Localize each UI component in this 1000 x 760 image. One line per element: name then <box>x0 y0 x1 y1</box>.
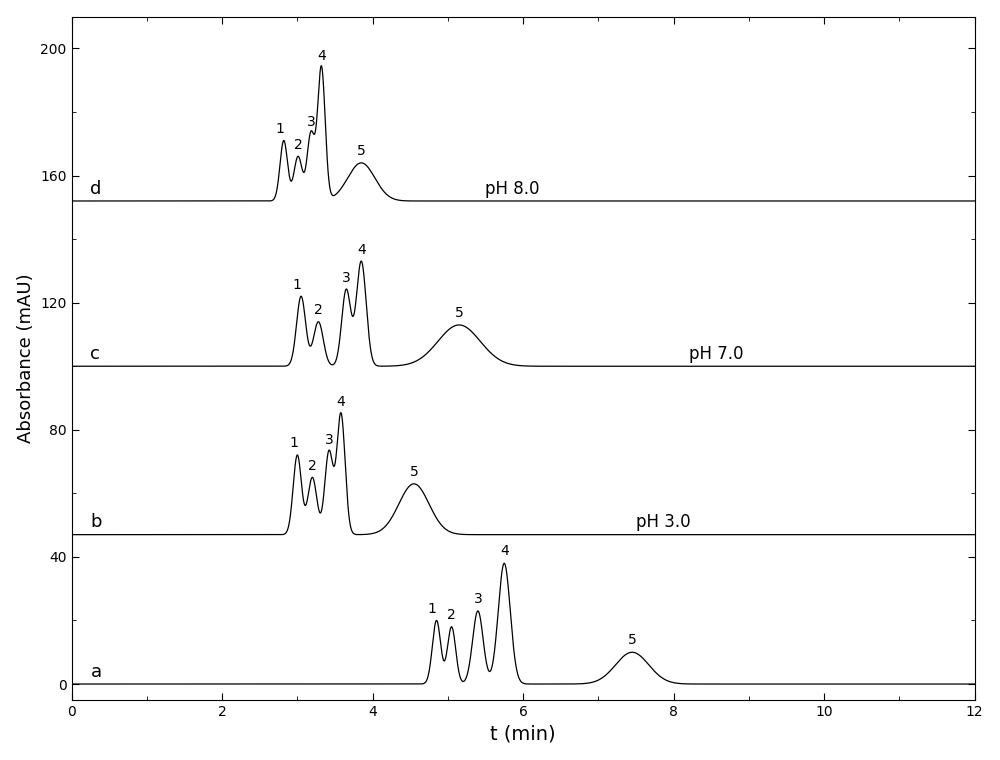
Text: 3: 3 <box>474 592 482 606</box>
Text: d: d <box>90 180 102 198</box>
Text: 3: 3 <box>325 433 333 448</box>
Text: 2: 2 <box>447 608 456 622</box>
Text: a: a <box>90 663 102 681</box>
Text: 2: 2 <box>308 459 317 473</box>
Text: pH 8.0: pH 8.0 <box>485 180 540 198</box>
Text: 2: 2 <box>314 303 323 317</box>
Text: 1: 1 <box>292 277 301 292</box>
Text: 5: 5 <box>628 634 637 648</box>
Y-axis label: Absorbance (mAU): Absorbance (mAU) <box>17 274 35 443</box>
Text: 1: 1 <box>276 122 284 136</box>
Text: 5: 5 <box>455 306 463 320</box>
Text: 3: 3 <box>342 271 351 285</box>
Text: 5: 5 <box>357 144 366 158</box>
Text: 4: 4 <box>337 395 345 409</box>
Text: b: b <box>90 514 102 531</box>
Text: 5: 5 <box>410 465 418 479</box>
Text: c: c <box>90 345 100 363</box>
Text: pH 7.0: pH 7.0 <box>689 345 743 363</box>
Text: 1: 1 <box>428 602 436 616</box>
Text: 4: 4 <box>357 242 366 257</box>
Text: 3: 3 <box>306 116 315 129</box>
Text: pH 3.0: pH 3.0 <box>636 514 691 531</box>
X-axis label: t (min): t (min) <box>490 724 556 743</box>
Text: 4: 4 <box>317 49 326 63</box>
Text: 2: 2 <box>294 138 302 152</box>
Text: 1: 1 <box>289 436 298 451</box>
Text: 4: 4 <box>500 544 509 559</box>
